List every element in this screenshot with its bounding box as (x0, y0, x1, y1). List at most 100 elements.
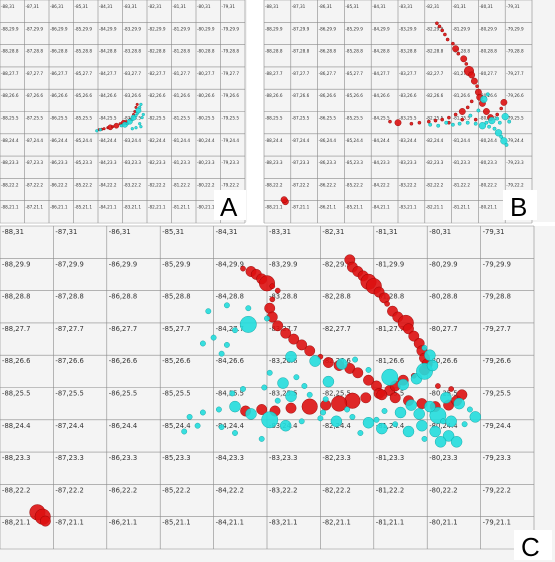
tick-label: -81,28.8 (376, 293, 404, 301)
tick-label: -80,28.8 (197, 49, 215, 54)
tick-label: -80,24.4 (479, 138, 497, 143)
tick-label: -86,24.4 (50, 138, 68, 143)
cyan-data-point (277, 377, 289, 389)
tick-label: -83,27.7 (399, 71, 417, 76)
red-data-point (285, 402, 297, 414)
tick-label: -86,22.2 (319, 182, 337, 187)
tick-label: -84,21.1 (216, 519, 244, 527)
tick-label: -85,28.8 (345, 49, 363, 54)
tick-label: -82,22.2 (148, 182, 166, 187)
tick-label: -82,28.8 (148, 49, 166, 54)
red-data-point (240, 265, 246, 272)
tick-label: -87,28.8 (292, 49, 310, 54)
tick-label: -87,26.6 (55, 357, 83, 365)
cyan-data-point (468, 113, 473, 118)
tick-label: -85,24.4 (345, 138, 363, 143)
cyan-data-point (365, 366, 372, 373)
tick-label: -81,26.6 (453, 93, 471, 98)
tick-label: -86,27.7 (50, 71, 68, 76)
tick-label: -88,27.7 (1, 71, 19, 76)
tick-label: -85,22.2 (75, 182, 93, 187)
panel-a-points (95, 102, 145, 133)
tick-label: -84,24.4 (99, 138, 117, 143)
tick-label: -88,27.7 (265, 71, 283, 76)
tick-label: -81,28.8 (173, 49, 191, 54)
tick-label: -84,26.6 (99, 93, 117, 98)
tick-label: -83,29.9 (269, 260, 297, 268)
tick-label: -88,21.1 (265, 205, 283, 210)
cyan-data-point (442, 430, 455, 442)
tick-label: -82,29.9 (148, 26, 166, 31)
cyan-data-point (421, 435, 428, 442)
panel-a-grid (0, 0, 246, 224)
cyan-data-point (450, 122, 455, 127)
red-data-point (470, 77, 478, 85)
cyan-data-point (205, 308, 212, 315)
tick-label: -80,31 (479, 4, 493, 9)
cyan-data-point (322, 396, 329, 403)
tick-label: -82,23.3 (322, 454, 350, 462)
cyan-data-point (139, 125, 143, 129)
tick-label: -84,26.6 (216, 357, 244, 365)
cyan-data-point (130, 127, 134, 131)
tick-label: -79,27.7 (222, 71, 240, 76)
tick-label: -82,23.3 (426, 160, 444, 165)
tick-label: -84,29.9 (372, 26, 390, 31)
tick-label: -82,25.5 (322, 390, 350, 398)
tick-label: -88,26.6 (1, 93, 19, 98)
tick-label: -84,28.8 (99, 49, 117, 54)
cyan-data-point (434, 436, 447, 448)
tick-label: -80,23.3 (197, 160, 215, 165)
tick-label: -80,24.4 (197, 138, 215, 143)
cyan-data-point (317, 415, 324, 422)
tick-label: -82,27.7 (426, 71, 444, 76)
tick-label: -85,31 (162, 228, 184, 236)
tick-label: -88,21.1 (2, 519, 30, 527)
red-data-point (437, 24, 442, 29)
red-data-point (468, 71, 476, 79)
tick-label: -80,31 (429, 228, 451, 236)
tick-label: -82,31 (426, 4, 440, 9)
tick-label: -79,25.5 (222, 116, 240, 121)
cyan-data-point (500, 137, 508, 145)
red-data-point (269, 296, 276, 303)
cyan-data-point (457, 121, 462, 126)
tick-label: -80,22.2 (197, 182, 215, 187)
tick-label: -87,29.9 (26, 26, 44, 31)
tick-label: -84,24.4 (372, 138, 390, 143)
cyan-data-point (232, 430, 238, 436)
cyan-data-point (306, 391, 313, 398)
tick-label: -83,31 (124, 4, 138, 9)
panel-b-label-box (503, 190, 537, 220)
tick-label: -86,28.8 (319, 49, 337, 54)
red-data-point (417, 120, 422, 125)
tick-label: -88,26.6 (265, 93, 283, 98)
red-data-point (453, 112, 458, 117)
tick-label: -87,31 (26, 4, 40, 9)
cyan-data-point (210, 334, 217, 341)
tick-label: -79,24.4 (483, 422, 511, 430)
tick-label: -86,21.1 (109, 519, 137, 527)
tick-label: -87,23.3 (26, 160, 44, 165)
red-data-point (460, 117, 465, 122)
tick-label: -86,28.8 (50, 49, 68, 54)
cyan-data-point (138, 122, 142, 126)
red-data-point (301, 398, 318, 415)
cyan-data-point (476, 108, 481, 113)
red-data-point (473, 117, 478, 122)
tick-label: -80,28.8 (479, 49, 497, 54)
tick-label: -87,31 (55, 228, 77, 236)
cyan-data-point (488, 116, 496, 125)
tick-label: -84,31 (372, 4, 386, 9)
cyan-data-point (274, 397, 281, 404)
tick-label: -81,26.6 (173, 93, 191, 98)
panel-b: -88,31 -87,31 -86,31 -85,31 -84,31 -83,31 -82,… (263, 0, 555, 224)
cyan-data-point (492, 126, 497, 131)
cyan-data-point (416, 420, 428, 432)
tick-label: -80,25.5 (197, 116, 215, 121)
cyan-data-point (285, 390, 297, 402)
tick-label: -86,31 (109, 228, 131, 236)
red-data-point (360, 392, 372, 404)
tick-label: -84,21.1 (99, 205, 117, 210)
cyan-data-point (194, 422, 201, 429)
